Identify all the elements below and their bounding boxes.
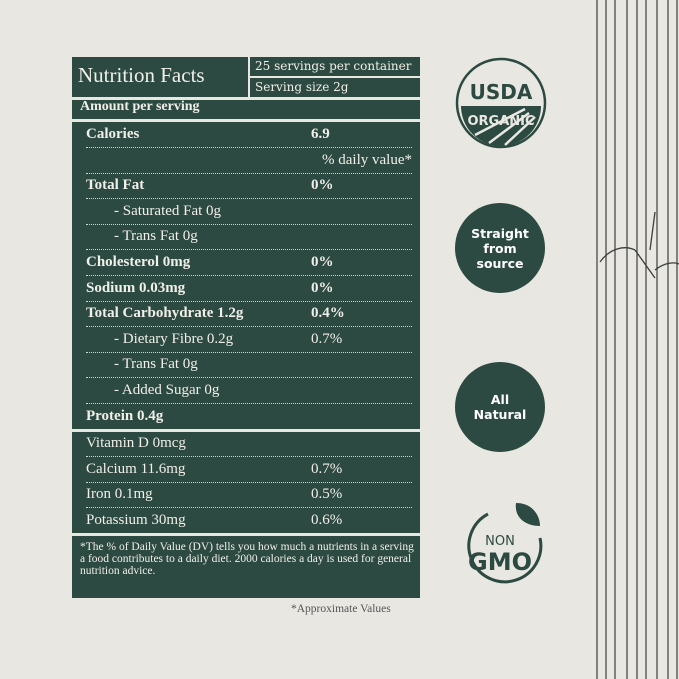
nutrient-row: Total Fat 0%: [86, 173, 412, 200]
nutrient-row: Potassium 30mg 0.6%: [86, 508, 412, 534]
nutrient-row: Calcium 11.6mg 0.7%: [86, 457, 412, 483]
usda-organic-seal: USDA ORGANIC: [455, 57, 547, 149]
nutrient-label: - Dietary Fibre 0.2g: [114, 330, 234, 347]
nutrient-row: - Trans Fat 0g: [86, 352, 412, 379]
nutrient-value: 0.7%: [311, 460, 343, 477]
nutrient-row: - Saturated Fat 0g: [86, 199, 412, 225]
nutrient-row: Sodium 0.03mg 0%: [86, 276, 412, 302]
all-natural-badge: All Natural: [455, 362, 545, 452]
nutrient-row: Vitamin D 0mcg: [86, 431, 412, 457]
nutrient-value: 0.4%: [311, 305, 345, 322]
nutrient-row: % daily value*: [86, 148, 412, 174]
nutrient-row: - Added Sugar 0g: [86, 378, 412, 404]
nutrient-label: - Saturated Fat 0g: [114, 202, 222, 219]
svg-text:GMO: GMO: [468, 548, 532, 576]
nutrient-label: Total Carbohydrate 1.2g: [86, 305, 244, 322]
nutrient-row: - Dietary Fibre 0.2g 0.7%: [86, 327, 412, 353]
nutrient-label: - Trans Fat 0g: [114, 356, 198, 373]
nutrition-facts-panel: Nutrition Facts 25 servings per containe…: [72, 57, 422, 598]
nutrition-title: Nutrition Facts: [78, 63, 205, 87]
nutrient-value: 0%: [311, 254, 334, 270]
nutrient-label: Iron 0.1mg: [86, 486, 153, 503]
nutrient-label: Calories: [86, 126, 140, 142]
nutrient-value: 6.9: [311, 126, 330, 142]
nutrient-value: 0%: [311, 177, 334, 194]
nutrient-value: 0%: [311, 279, 334, 296]
nutrient-row: Cholesterol 0mg 0%: [86, 250, 412, 276]
nutrient-value: % daily value*: [322, 151, 412, 168]
nutrient-row: Calories 6.9: [86, 122, 412, 148]
nutrient-label: - Added Sugar 0g: [114, 382, 220, 398]
organic-text: ORGANIC: [467, 114, 534, 129]
usda-text: USDA: [470, 80, 533, 104]
nutrition-header: Nutrition Facts 25 servings per containe…: [72, 57, 422, 100]
footnote: *The % of Daily Value (DV) tells you how…: [80, 541, 414, 577]
straight-from-source-badge: Straight from source: [455, 203, 545, 293]
nutrient-row: Total Carbohydrate 1.2g 0.4%: [86, 301, 412, 328]
nutrient-value: 0.7%: [311, 330, 343, 347]
nutrient-value: 0.6%: [311, 511, 343, 528]
nutrient-label: Cholesterol 0mg: [86, 254, 191, 270]
nutrient-label: Vitamin D 0mcg: [86, 435, 186, 451]
nutrient-value: 0.5%: [311, 486, 343, 503]
svg-text:NON: NON: [485, 534, 515, 549]
nutrient-row: Iron 0.1mg 0.5%: [86, 482, 412, 509]
non-gmo-seal: NON GMO: [458, 498, 548, 588]
nutrient-label: Potassium 30mg: [86, 511, 186, 528]
nutrient-label: Calcium 11.6mg: [86, 460, 186, 477]
nutrient-row: - Trans Fat 0g: [86, 224, 412, 251]
leaf-icon: [515, 503, 540, 526]
servings-per-container: 25 servings per container: [250, 57, 422, 78]
bamboo-illustration: [596, 0, 679, 679]
serving-size: Serving size 2g: [255, 80, 349, 94]
nutrient-label: Protein 0.4g: [86, 407, 164, 424]
amount-per-serving: Amount per serving: [80, 99, 200, 114]
nutrient-label: Sodium 0.03mg: [86, 279, 186, 296]
nutrient-row: Protein 0.4g: [86, 404, 412, 430]
nutrient-label: - Trans Fat 0g: [114, 228, 198, 245]
approximate-values-note: *Approximate Values: [291, 603, 391, 615]
nutrient-label: Total Fat: [86, 177, 145, 194]
